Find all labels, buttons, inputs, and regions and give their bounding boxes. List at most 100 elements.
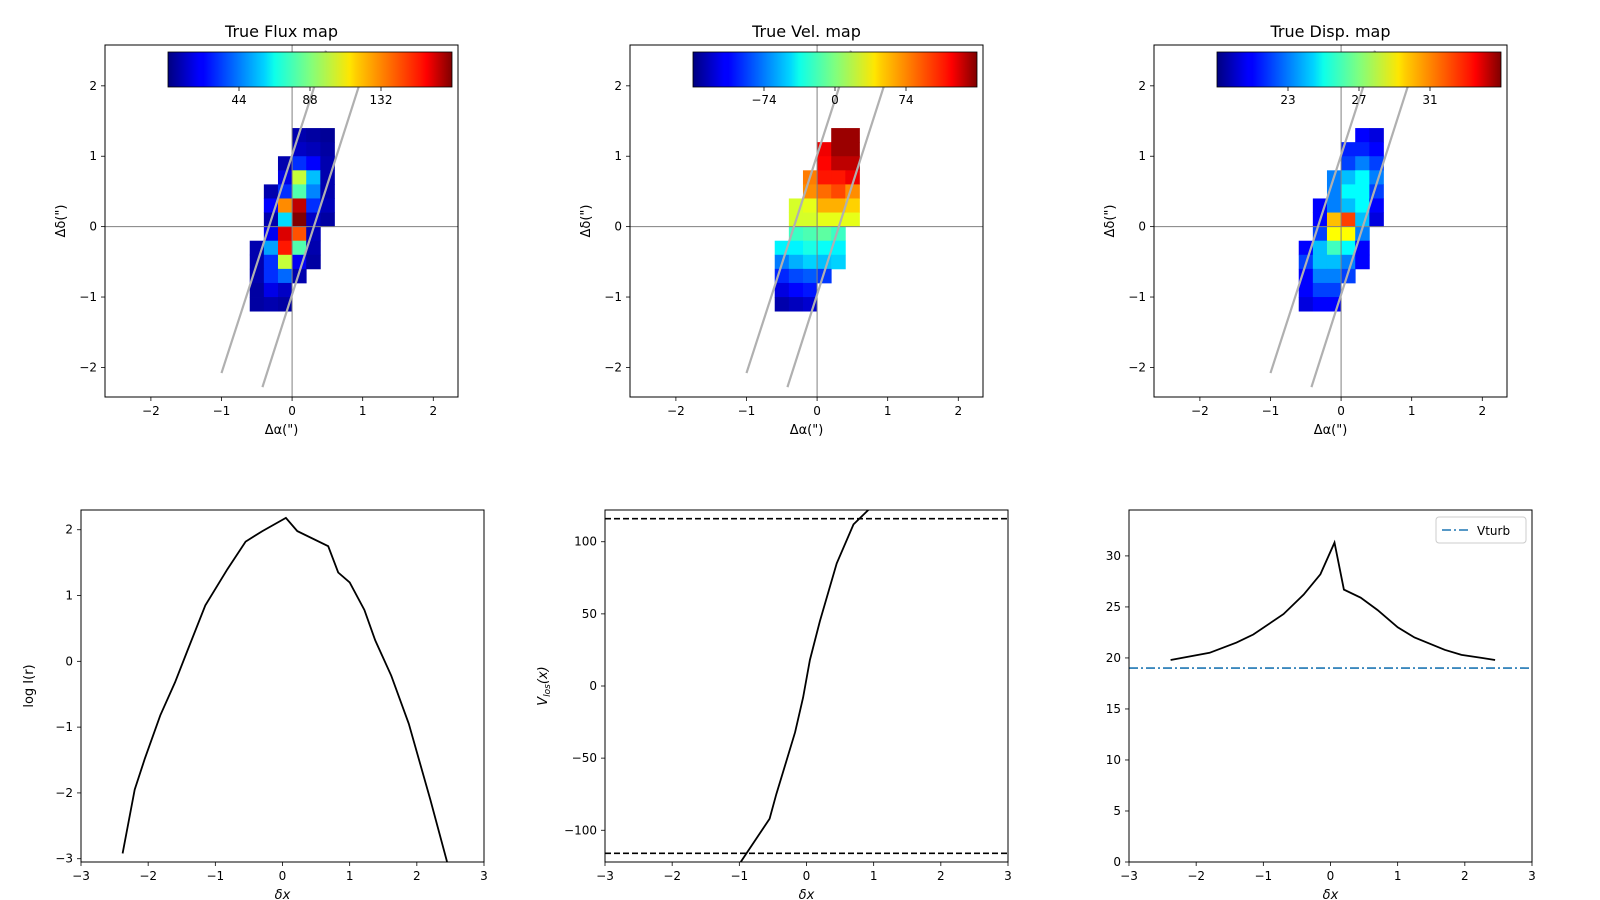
map-pixel	[306, 128, 321, 143]
x-tick-label: −2	[139, 869, 157, 883]
x-tick-label: 0	[1337, 404, 1345, 418]
x-tick-label: 3	[480, 869, 488, 883]
map-pixel	[277, 282, 293, 298]
map-pixel	[320, 128, 335, 143]
x-tick-label: 3	[1004, 869, 1012, 883]
x-tick-label: 0	[813, 404, 821, 418]
x-tick-label: 2	[1461, 869, 1469, 883]
flux-map-panel: 44 88 132 True Flux map −2 −1 0 1 2 −2 −1 0 1 2 Δα(") Δ…	[54, 22, 459, 438]
map-pixel	[292, 156, 307, 171]
map-pixel	[277, 268, 293, 284]
map-pixel	[1369, 142, 1384, 157]
y-axis-label: log I(r)	[22, 664, 37, 707]
map-pixel	[1369, 198, 1384, 213]
slit-edge-line	[1269, 50, 1377, 374]
x-tick-label: −1	[1262, 404, 1280, 418]
map-pixel	[1369, 156, 1384, 171]
x-axis-label: δx	[1323, 888, 1339, 900]
map-pixel	[817, 212, 832, 228]
map-pixel	[817, 226, 832, 242]
axes-frame	[604, 509, 1009, 863]
panel-title: True Disp. map	[1269, 22, 1390, 41]
plot-area	[630, 45, 983, 397]
map-pixel	[788, 240, 804, 256]
y-tick-label: −3	[55, 852, 73, 866]
panel-title: True Vel. map	[751, 22, 861, 41]
x-tick-label: −1	[213, 404, 231, 418]
map-pixel	[817, 184, 832, 199]
map-pixel	[263, 268, 279, 284]
map-pixel	[1369, 128, 1384, 143]
x-axis-label: δx	[799, 888, 815, 900]
map-pixel	[831, 198, 846, 213]
slit-edge-line	[220, 50, 328, 374]
y-tick-label: 0	[589, 679, 597, 693]
colorbar-tick-label: 132	[370, 93, 393, 107]
map-pixel	[320, 156, 335, 171]
y-tick-label: 0	[614, 220, 622, 234]
profile-line	[739, 510, 869, 862]
map-pixel	[1341, 198, 1356, 213]
x-tick-label: 1	[1408, 404, 1416, 418]
colorbar	[1216, 51, 1502, 88]
map-pixel	[774, 282, 790, 298]
colorbar-tick-label: 0	[831, 93, 839, 107]
y-tick-label: −2	[1128, 360, 1146, 374]
map-pixel	[1326, 240, 1342, 256]
y-tick-label: 2	[614, 79, 622, 93]
map-pixel	[1326, 198, 1342, 213]
y-tick-label: 25	[1106, 600, 1121, 614]
y-tick-label: −1	[1128, 290, 1146, 304]
x-tick-label: −1	[206, 869, 224, 883]
colorbar-tick-label: 27	[1351, 93, 1366, 107]
y-tick-label: 50	[582, 607, 597, 621]
map-pixel	[831, 254, 846, 270]
plot-area	[1154, 45, 1507, 397]
y-tick-label: −2	[55, 786, 73, 800]
map-pixel	[277, 254, 293, 270]
map-pixel	[1355, 254, 1370, 270]
y-axis-label: Δδ(")	[1103, 205, 1118, 238]
axes-frame	[80, 509, 485, 863]
map-pixel	[788, 282, 804, 298]
map-pixel	[802, 212, 818, 228]
map-pixel	[845, 198, 860, 213]
x-tick-label: 0	[279, 869, 287, 883]
y-tick-label: −1	[55, 720, 73, 734]
map-pixel	[1355, 240, 1370, 256]
map-pixel	[292, 184, 307, 199]
map-pixel	[263, 282, 279, 298]
map-pixel	[263, 184, 279, 199]
map-pixel	[831, 128, 846, 143]
map-pixel	[1326, 268, 1342, 284]
map-pixel	[1355, 128, 1370, 143]
y-tick-label: −1	[79, 290, 97, 304]
map-pixel	[249, 282, 265, 298]
map-pixel	[831, 240, 846, 256]
map-pixel	[306, 142, 321, 157]
map-pixel	[1326, 212, 1342, 228]
x-tick-label: −3	[72, 869, 90, 883]
y-tick-label: 2	[1138, 79, 1146, 93]
y-tick-label: 2	[89, 79, 97, 93]
map-pixel	[845, 142, 860, 157]
map-pixel	[1341, 212, 1356, 228]
map-pixel	[817, 198, 832, 213]
map-pixel	[320, 212, 335, 228]
y-tick-label: −2	[79, 360, 97, 374]
y-tick-label: 1	[614, 149, 622, 163]
y-tick-label: 2	[65, 523, 73, 537]
map-pixel	[1341, 240, 1356, 256]
x-tick-label: 2	[413, 869, 421, 883]
slit-edge-line	[1310, 62, 1417, 388]
map-pixel	[277, 226, 293, 242]
map-pixel	[831, 156, 846, 171]
map-pixel	[788, 254, 804, 270]
y-tick-label: 1	[65, 589, 73, 603]
dispersion-map-panel: 23 27 31 True Disp. map −2 −1 0 1 2 −2 −1 0 1 2 Δα(") Δ…	[1103, 22, 1508, 438]
profile-line	[121, 516, 448, 862]
colorbar-tick-label: 88	[302, 93, 317, 107]
map-pixel	[802, 282, 818, 298]
